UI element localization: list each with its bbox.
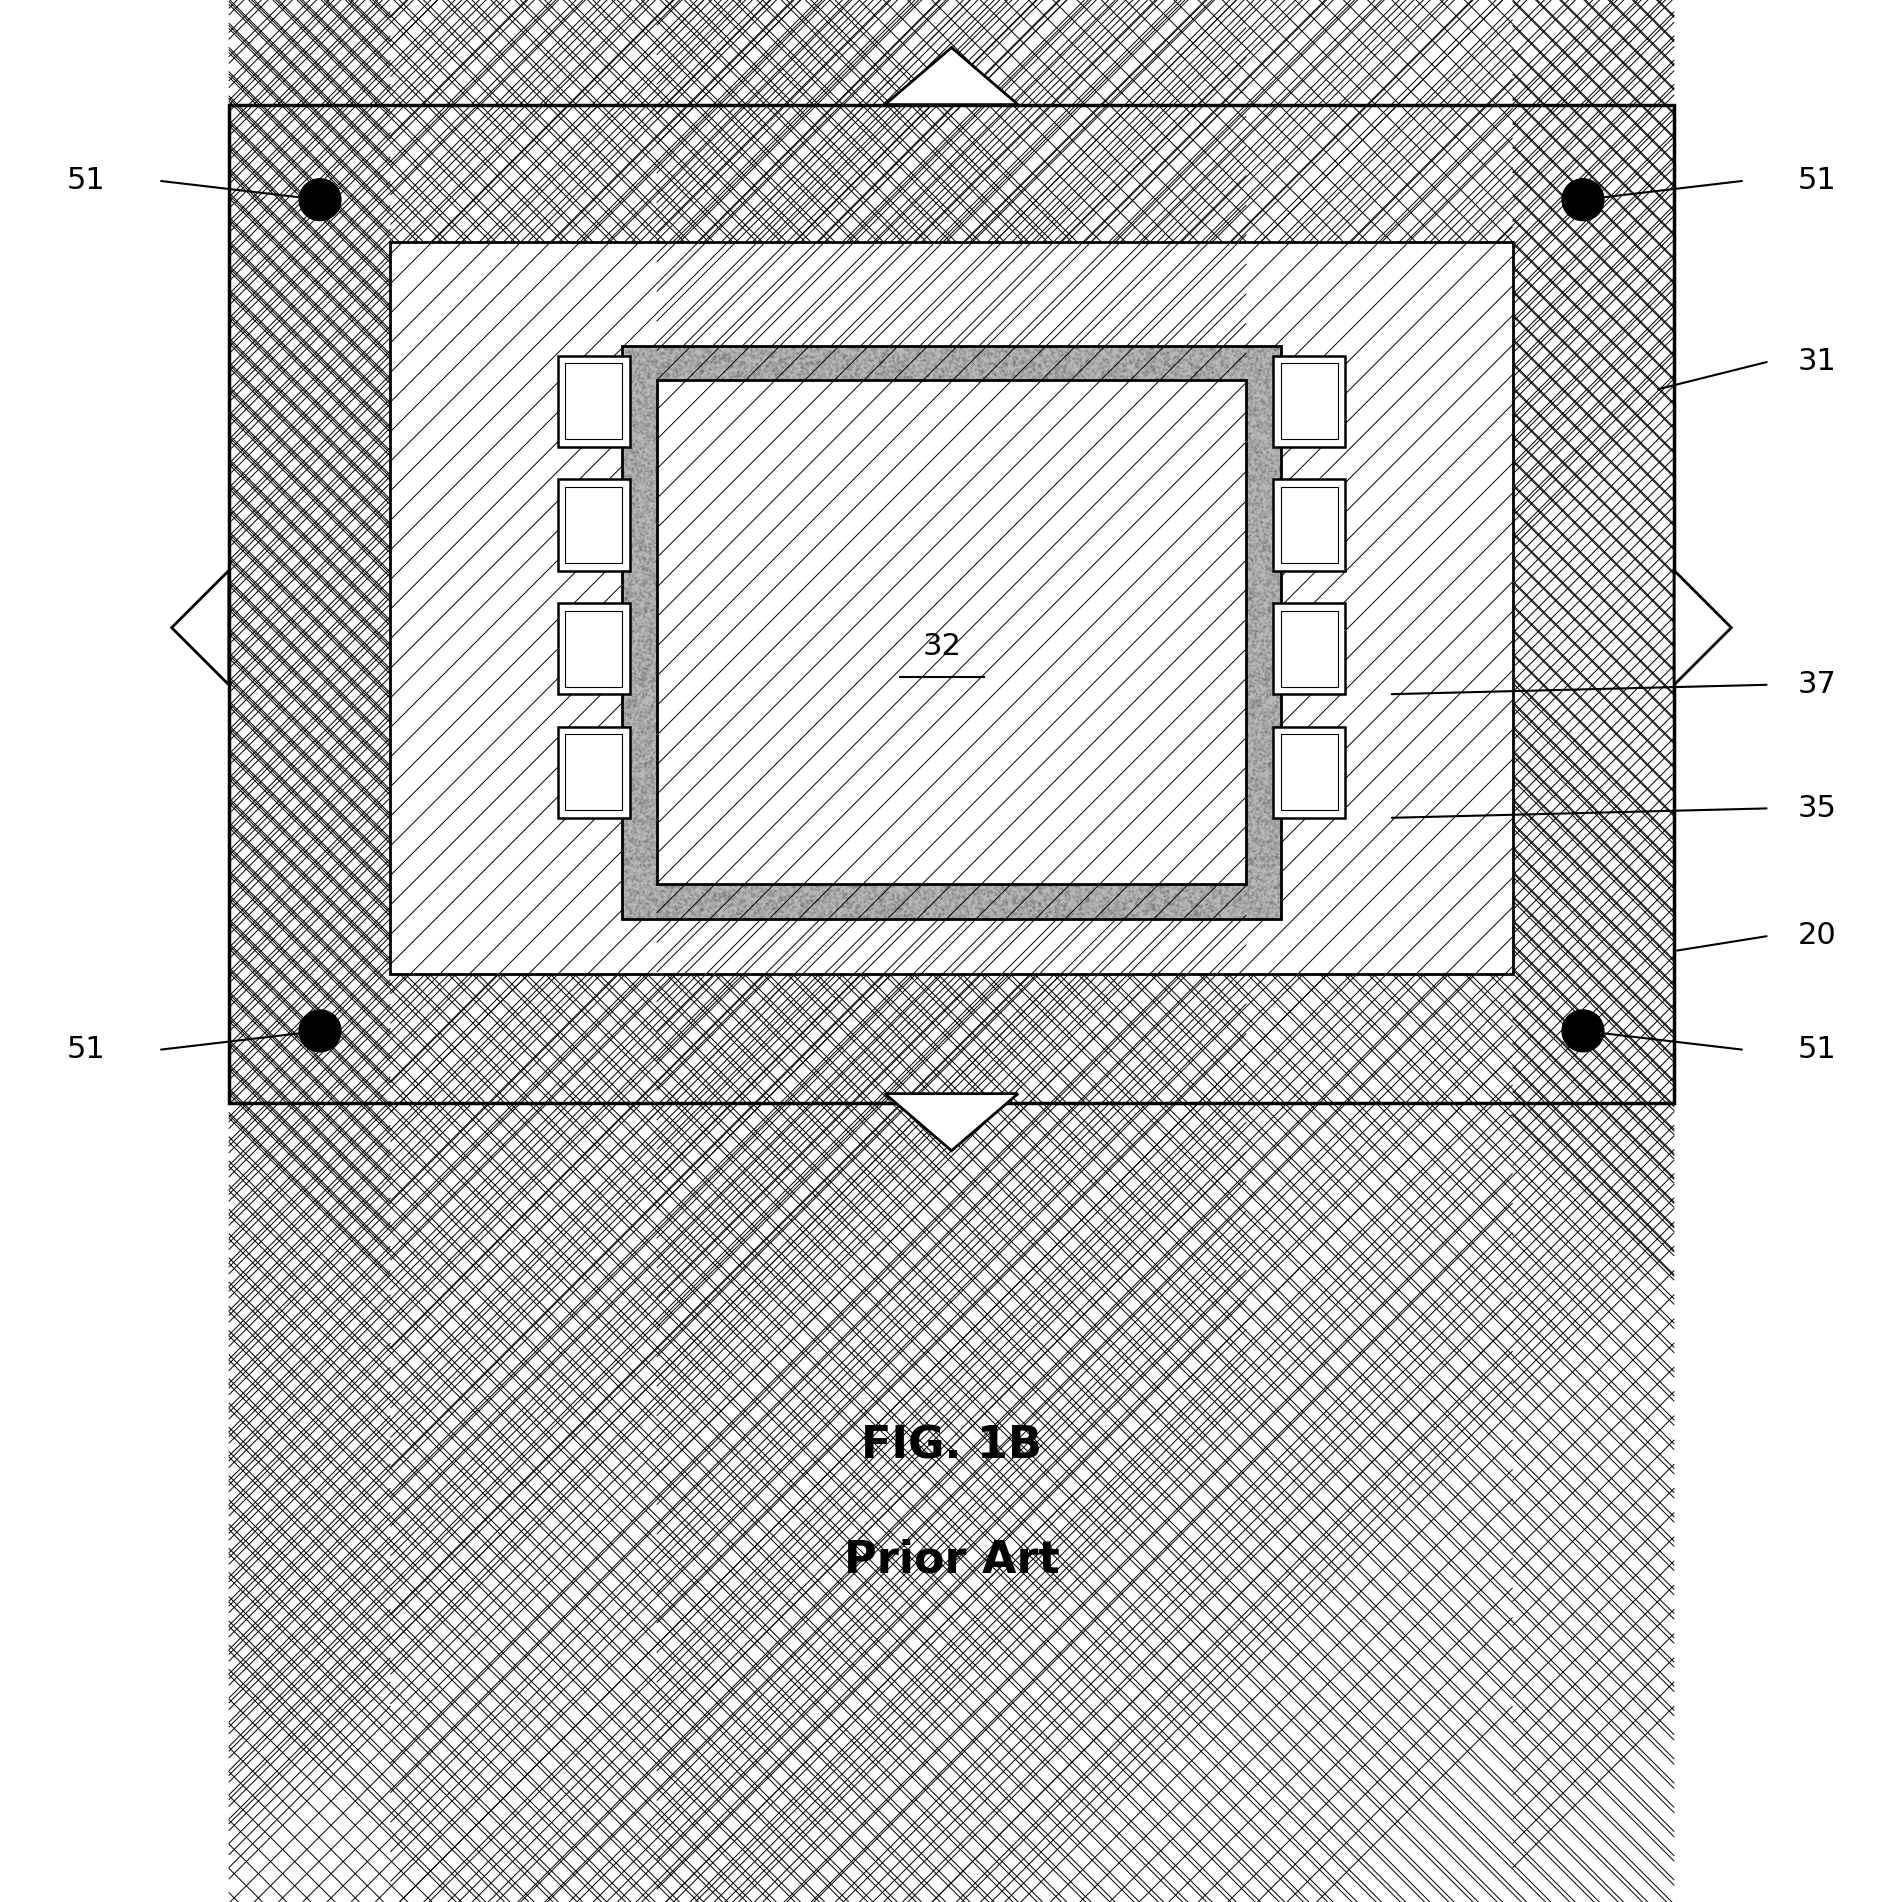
- Circle shape: [299, 179, 341, 221]
- Bar: [565, 734, 622, 810]
- Bar: [1273, 603, 1345, 694]
- Text: 51: 51: [67, 165, 105, 196]
- Bar: [558, 479, 630, 571]
- Text: 37: 37: [1798, 670, 1836, 700]
- Bar: [1273, 479, 1345, 571]
- Text: 31: 31: [1798, 346, 1836, 377]
- Text: FIG. 1B: FIG. 1B: [860, 1425, 1043, 1466]
- Text: 35: 35: [1798, 793, 1836, 824]
- Bar: [1273, 727, 1345, 818]
- Bar: [558, 727, 630, 818]
- Polygon shape: [885, 1094, 1018, 1151]
- Polygon shape: [1675, 571, 1732, 685]
- Bar: [228, 105, 1675, 242]
- Bar: [657, 380, 1246, 884]
- Bar: [1273, 356, 1345, 447]
- Bar: [622, 346, 1281, 919]
- Circle shape: [299, 1010, 341, 1052]
- Bar: [1281, 487, 1338, 563]
- Bar: [1513, 242, 1675, 974]
- Circle shape: [1562, 1010, 1604, 1052]
- Polygon shape: [171, 571, 228, 685]
- Bar: [622, 380, 657, 884]
- Text: 51: 51: [1798, 165, 1836, 196]
- Bar: [228, 105, 1675, 1103]
- Bar: [1281, 611, 1338, 687]
- Bar: [1246, 380, 1281, 884]
- Bar: [1281, 734, 1338, 810]
- Text: 51: 51: [1798, 1035, 1836, 1065]
- Bar: [565, 487, 622, 563]
- Bar: [228, 105, 1675, 1103]
- Bar: [390, 242, 1513, 974]
- Text: 20: 20: [1798, 921, 1836, 951]
- Bar: [622, 346, 1281, 919]
- Circle shape: [1562, 179, 1604, 221]
- Bar: [622, 346, 1281, 380]
- Bar: [565, 611, 622, 687]
- Bar: [622, 884, 1281, 919]
- Bar: [228, 242, 390, 974]
- Bar: [657, 380, 1246, 884]
- Bar: [558, 603, 630, 694]
- Text: 32: 32: [923, 631, 961, 662]
- Bar: [565, 363, 622, 439]
- Bar: [228, 974, 1675, 1103]
- Polygon shape: [885, 48, 1018, 105]
- Text: Prior Art: Prior Art: [843, 1539, 1060, 1581]
- Bar: [1281, 363, 1338, 439]
- Bar: [558, 356, 630, 447]
- Text: 51: 51: [67, 1035, 105, 1065]
- Bar: [390, 242, 1513, 974]
